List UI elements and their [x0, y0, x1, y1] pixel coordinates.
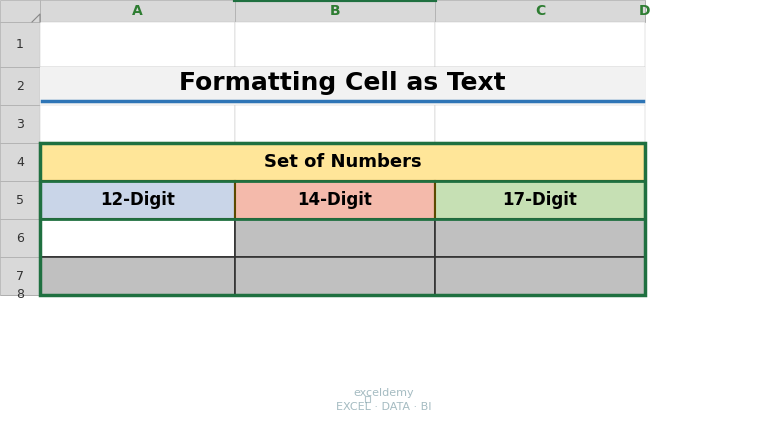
Bar	[40, 181, 235, 219]
Text: Set of Numbers: Set of Numbers	[264, 153, 421, 171]
Text: C: C	[535, 4, 545, 18]
Bar	[0, 0, 40, 22]
Text: 7: 7	[16, 269, 24, 282]
Bar	[40, 22, 235, 67]
Bar	[0, 67, 40, 105]
Bar	[40, 143, 645, 181]
Bar	[235, 0, 435, 22]
Text: B: B	[330, 4, 341, 18]
Bar	[235, 219, 435, 257]
Text: 3: 3	[16, 117, 24, 131]
Bar	[40, 219, 235, 257]
Text: 5: 5	[16, 194, 24, 206]
Bar	[40, 67, 645, 105]
Bar	[0, 257, 40, 295]
Text: 2: 2	[16, 80, 24, 93]
Bar	[40, 257, 235, 295]
Bar	[40, 219, 235, 257]
Bar	[435, 257, 645, 295]
Bar	[435, 219, 645, 257]
Bar	[435, 219, 645, 257]
Bar	[0, 22, 40, 67]
Bar	[235, 181, 435, 219]
Text: D: D	[639, 4, 650, 18]
Bar	[435, 143, 645, 181]
Bar	[40, 143, 645, 295]
Bar	[435, 181, 645, 219]
Text: 6: 6	[16, 232, 24, 245]
Bar	[40, 181, 235, 219]
Bar	[235, 143, 435, 181]
Bar	[0, 105, 40, 143]
Bar	[435, 22, 645, 67]
Bar	[0, 181, 40, 219]
Text: 17-Digit: 17-Digit	[502, 191, 578, 209]
Bar	[40, 0, 235, 22]
Bar	[40, 67, 235, 105]
Bar	[40, 143, 235, 181]
Bar	[235, 181, 435, 219]
Bar	[435, 67, 645, 105]
Bar	[235, 22, 435, 67]
Text: 14-Digit: 14-Digit	[298, 191, 373, 209]
Text: A: A	[132, 4, 143, 18]
Bar	[435, 257, 645, 295]
Bar	[235, 105, 435, 143]
Text: 12-Digit: 12-Digit	[100, 191, 175, 209]
Bar	[235, 257, 435, 295]
Bar	[235, 257, 435, 295]
Bar	[435, 0, 645, 22]
Text: 1: 1	[16, 38, 24, 51]
Bar	[40, 105, 235, 143]
Text: 8: 8	[16, 288, 24, 301]
Bar	[435, 181, 645, 219]
Bar	[40, 181, 645, 219]
Text: exceldemy
EXCEL · DATA · BI: exceldemy EXCEL · DATA · BI	[336, 389, 432, 412]
Bar	[235, 219, 435, 257]
Bar	[435, 105, 645, 143]
Text: 4: 4	[16, 155, 24, 168]
Bar	[0, 219, 40, 257]
Bar	[0, 143, 40, 181]
Bar	[40, 257, 235, 295]
Bar	[235, 67, 435, 105]
Text: Formatting Cell as Text: Formatting Cell as Text	[179, 71, 505, 95]
